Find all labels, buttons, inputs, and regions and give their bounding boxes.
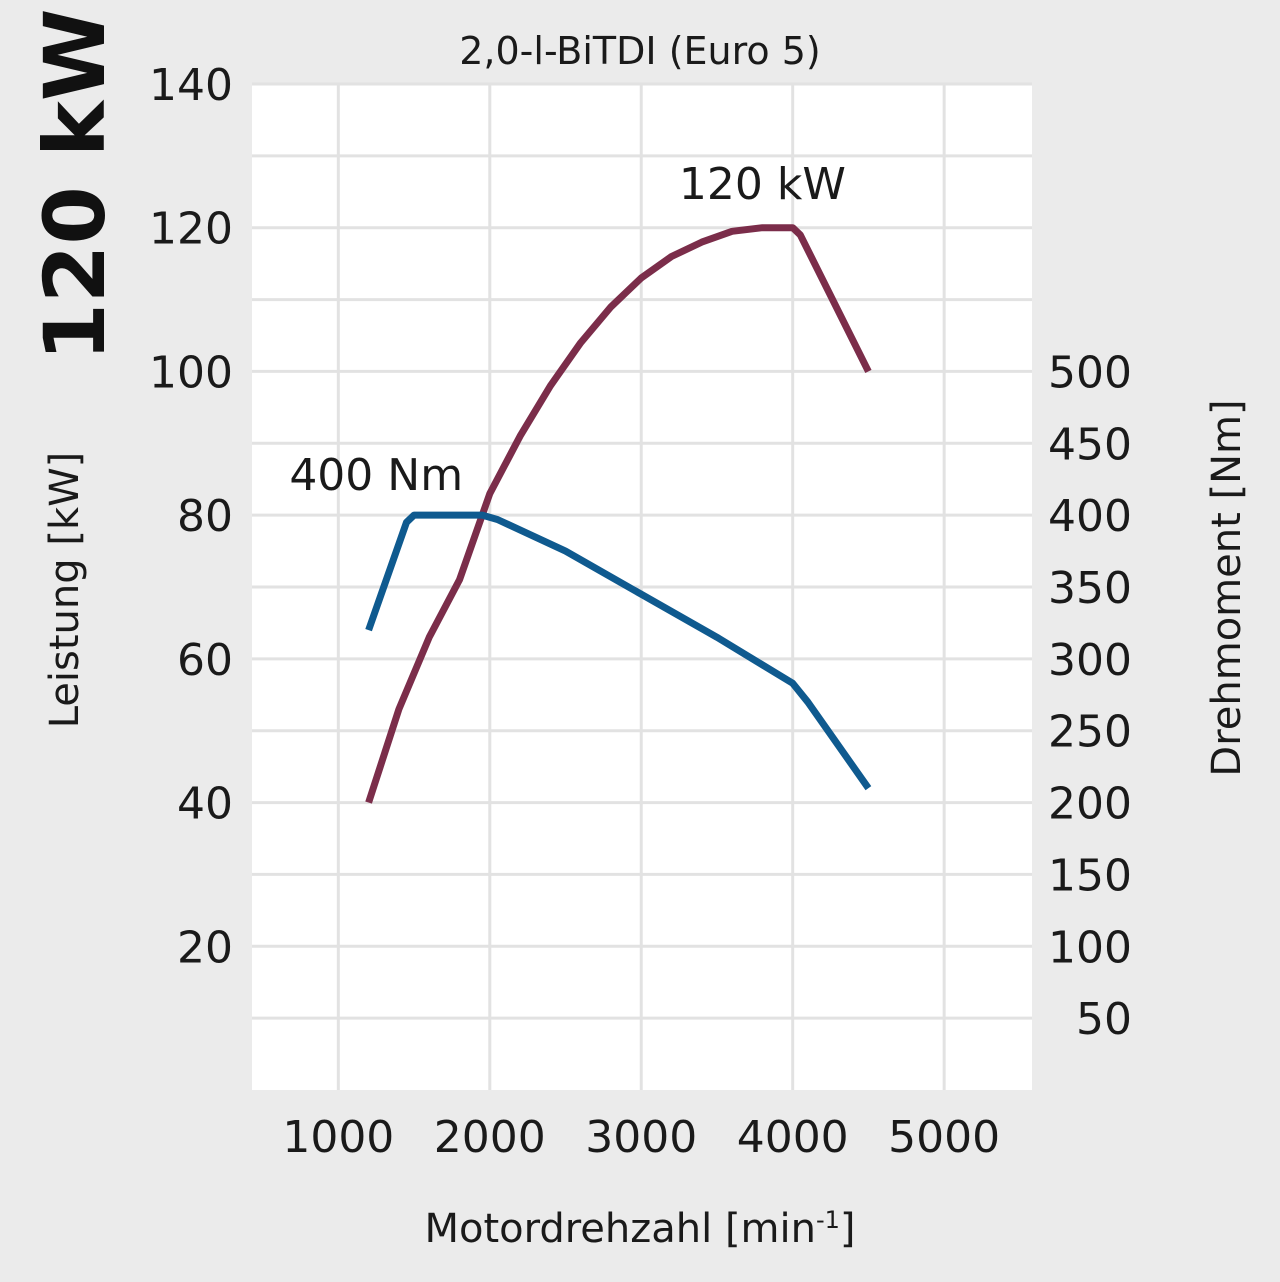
y-right-tick-label: 500 <box>1048 347 1132 398</box>
annotation-max-power: 120 kW <box>679 159 846 210</box>
series-group <box>365 224 872 804</box>
y-right-tick-label: 400 <box>1048 491 1132 542</box>
y-axis-right-label: Drehmoment [Nm] <box>1204 399 1250 776</box>
y-right-tick-label: 200 <box>1048 779 1132 830</box>
x-axis-label-main: Motordrehzahl [min <box>424 1206 816 1252</box>
chart-title: 2,0-l-BiTDI (Euro 5) <box>459 29 820 73</box>
y-left-tick-label: 60 <box>177 635 233 686</box>
torque-series-line <box>365 511 872 791</box>
x-tick-label: 1000 <box>282 1112 394 1163</box>
x-axis-label: Motordrehzahl [min-1] <box>424 1206 855 1252</box>
annotations: 120 kW 400 Nm <box>289 159 846 501</box>
y-right-tick-label: 150 <box>1048 850 1132 901</box>
y-left-tick-label: 100 <box>149 347 233 398</box>
y-left-tick-label: 140 <box>149 60 233 111</box>
power-series-line <box>365 224 872 804</box>
y-axis-left-label: Leistung [kW] <box>42 452 88 729</box>
y-left-tick-label: 120 <box>149 204 233 255</box>
y-right-tick-label: 100 <box>1048 922 1132 973</box>
x-tick-label: 3000 <box>585 1112 697 1163</box>
x-tick-label: 2000 <box>434 1112 546 1163</box>
y-right-tick-label: 350 <box>1048 563 1132 614</box>
y-right-tick-label: 450 <box>1048 419 1132 470</box>
annotation-max-torque: 400 Nm <box>289 450 463 501</box>
y-left-tick-label: 80 <box>177 491 233 542</box>
headline-power: 120 kW <box>26 8 124 361</box>
y-right-tick-label: 300 <box>1048 635 1132 686</box>
x-tick-label: 5000 <box>888 1112 1000 1163</box>
y-left-tick-label: 20 <box>177 922 233 973</box>
grid-lines <box>252 82 1032 1090</box>
tick-labels: 1000 2000 3000 4000 5000 20 40 60 80 100 120 140 50 1… <box>149 60 1132 1163</box>
y-left-tick-label: 40 <box>177 779 233 830</box>
y-right-tick-label: 250 <box>1048 707 1132 758</box>
x-tick-label: 4000 <box>737 1112 849 1163</box>
y-right-tick-label: 50 <box>1076 994 1132 1045</box>
x-axis-label-superscript: -1 <box>816 1206 840 1234</box>
x-axis-label-end: ] <box>840 1206 856 1252</box>
